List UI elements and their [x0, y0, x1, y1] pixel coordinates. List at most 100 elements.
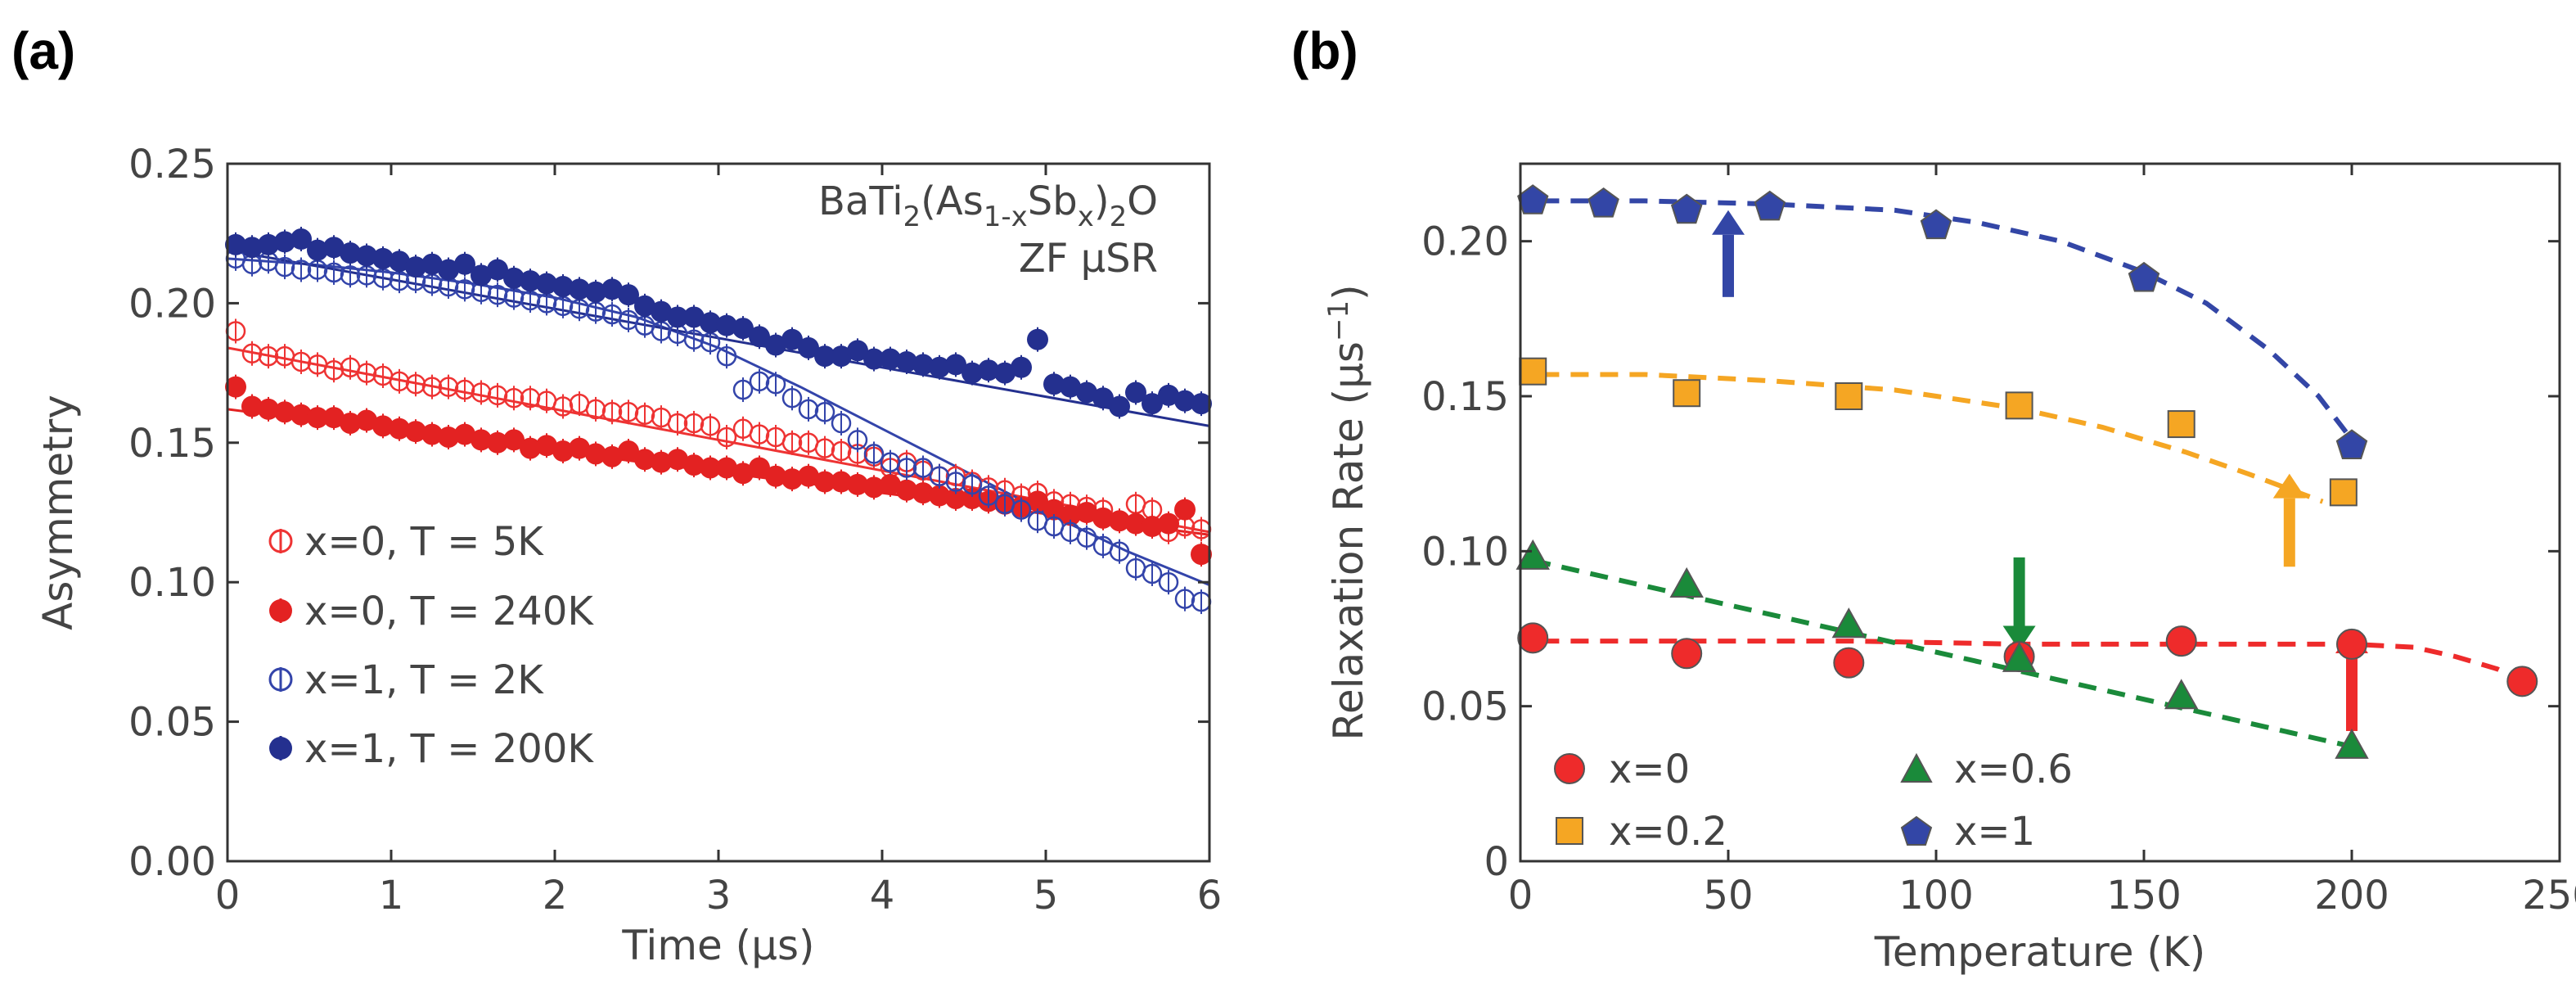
chart-b-ytick-label: 0: [1484, 839, 1509, 885]
trend-line-b-3: [1541, 198, 2354, 441]
data-point-a-1: [716, 457, 737, 479]
data-point-b-3: [1670, 193, 1703, 224]
data-point-a-3: [1076, 381, 1097, 404]
data-point-a-3: [258, 233, 279, 255]
data-point-a-3: [700, 312, 721, 334]
data-point-a-0: [471, 382, 492, 403]
data-point-a-1: [536, 435, 557, 457]
chart-b-xtick-label: 100: [1898, 873, 1974, 918]
data-point-a-1: [1060, 504, 1081, 526]
arrow-b-shaft-1: [2283, 498, 2295, 567]
data-point-a-1: [765, 465, 786, 487]
data-point-a-1: [372, 415, 394, 437]
panel-a-label: (a): [11, 21, 75, 80]
data-point-a-2: [1158, 571, 1179, 593]
data-point-b-2: [2002, 641, 2037, 672]
data-point-a-0: [241, 343, 263, 363]
legend-b-marker-3: [1900, 815, 1933, 846]
chart-b-points: [1515, 184, 2538, 759]
chart-a-xtick-label: 5: [1034, 873, 1059, 918]
data-point-a-0: [667, 413, 688, 434]
data-point-a-3: [241, 237, 263, 259]
data-point-a-3: [307, 239, 328, 261]
data-point-a-1: [896, 479, 917, 501]
data-point-a-2: [683, 329, 705, 350]
legend-b-marker-2: [1900, 752, 1933, 783]
data-point-a-3: [569, 278, 590, 300]
legend-a-item-3: x=1, T = 200K: [269, 726, 594, 772]
chart-a-xtick-label: 1: [379, 873, 404, 918]
legend-a-item-2: x=1, T = 2K: [268, 657, 544, 703]
data-point-b-0: [2165, 625, 2197, 657]
data-point-a-1: [651, 451, 672, 473]
data-point-a-3: [356, 245, 377, 267]
data-point-a-1: [667, 449, 688, 471]
legend-a-item-1: x=0, T = 240K: [269, 589, 594, 634]
data-point-a-0: [749, 424, 770, 445]
data-point-a-3: [994, 362, 1016, 384]
legend-a-marker-0: [268, 529, 293, 553]
trend-line-b-2: [1532, 557, 2353, 749]
data-point-a-3: [1011, 356, 1032, 378]
legend-b-item-3: x=1: [1900, 809, 2035, 855]
data-point-a-3: [1158, 384, 1179, 406]
chart-a-points: [225, 227, 1212, 615]
data-point-a-1: [700, 457, 721, 479]
data-point-a-3: [421, 253, 443, 275]
data-point-b-2: [1515, 539, 1550, 570]
chart-b-xtick-label: 200: [2314, 873, 2389, 918]
data-point-b-1: [2005, 391, 2033, 420]
legend-b-item-0: x=0: [1554, 747, 1690, 792]
legend-b-label-3: x=1: [1954, 809, 2035, 855]
data-point-a-1: [1092, 507, 1114, 529]
data-point-a-3: [618, 284, 639, 306]
data-point-a-1: [274, 401, 295, 423]
data-point-a-2: [340, 265, 361, 286]
data-point-a-1: [438, 426, 459, 448]
legend-a-label-1: x=0, T = 240K: [304, 589, 594, 634]
data-point-a-1: [241, 395, 263, 418]
data-point-a-1: [912, 482, 934, 504]
data-point-b-1: [1519, 357, 1547, 386]
legend-b-label-1: x=0.2: [1609, 809, 1727, 855]
data-point-a-2: [1142, 563, 1163, 584]
data-point-b-3: [2335, 429, 2368, 459]
data-point-a-0: [585, 399, 606, 420]
data-point-a-1: [503, 429, 525, 451]
data-point-a-1: [1191, 544, 1212, 566]
chart-b-ytick-label: 0.15: [1421, 374, 1509, 420]
data-point-b-2: [2164, 679, 2199, 710]
data-point-b-1: [2329, 478, 2358, 507]
data-point-a-1: [961, 487, 983, 509]
data-point-a-2: [732, 379, 754, 400]
data-point-a-3: [1043, 373, 1065, 395]
chart-a-xtick-label: 3: [706, 873, 732, 918]
data-point-a-1: [552, 440, 574, 463]
chart-a-formula: BaTi2(As1-xSbx)2O: [818, 178, 1158, 233]
chart-a-legend: x=0, T = 5K x=0, T = 240K x=1, T = 2K x=…: [268, 519, 594, 772]
data-point-a-3: [389, 250, 410, 273]
arrow-b-shaft-2: [2013, 557, 2025, 626]
data-point-b-3: [1587, 187, 1619, 218]
legend-b-marker-0: [1554, 753, 1585, 784]
data-point-a-0: [634, 404, 655, 425]
data-point-a-1: [487, 431, 508, 454]
data-point-a-3: [1092, 387, 1114, 409]
data-point-a-2: [978, 485, 999, 506]
data-point-a-3: [438, 259, 459, 281]
trend-line-b-1: [1541, 372, 2324, 504]
data-point-a-2: [781, 388, 803, 408]
data-point-a-1: [749, 457, 770, 479]
data-point-a-3: [912, 354, 934, 376]
chart-b-ytick-label: 0.05: [1421, 684, 1509, 730]
data-point-a-1: [798, 465, 819, 487]
data-point-a-3: [225, 233, 246, 255]
data-point-a-3: [552, 275, 574, 297]
data-point-a-3: [716, 314, 737, 336]
data-point-a-2: [1109, 541, 1130, 562]
data-point-a-3: [929, 356, 950, 378]
data-point-a-0: [552, 396, 574, 417]
data-point-a-2: [847, 430, 868, 450]
data-point-a-3: [978, 359, 999, 381]
